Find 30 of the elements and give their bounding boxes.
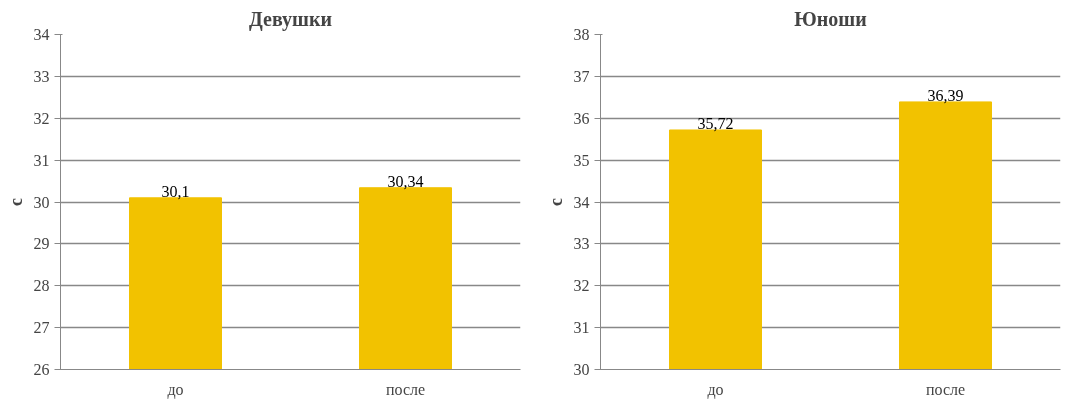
y-tick-label: 32 [573, 277, 590, 295]
data-label: 35,72 [697, 114, 734, 132]
y-tick-label: 31 [573, 319, 590, 337]
x-tick-label: после [385, 380, 426, 398]
y-tick-label: 33 [573, 235, 590, 253]
y-tick-label: 26 [33, 361, 50, 378]
y-tick-label: 34 [33, 26, 50, 43]
data-label: 36,39 [927, 86, 964, 104]
y-tick-label: 33 [33, 67, 50, 85]
chart-title: Юноши [794, 7, 867, 30]
y-tick-label: 35 [573, 151, 590, 169]
y-tick-label: 28 [33, 277, 50, 295]
y-tick-label: 36 [573, 109, 590, 127]
y-tick-label: 32 [33, 109, 50, 127]
x-tick-label: после [925, 380, 966, 398]
chart-title: Девушки [249, 7, 332, 31]
y-tick-label: 38 [573, 26, 590, 43]
y-tick-label: 27 [33, 319, 50, 337]
x-tick-label: до [707, 380, 724, 399]
y-axis-title: с [5, 197, 26, 206]
data-label: 30,34 [387, 172, 424, 190]
y-tick-label: 30 [33, 193, 50, 211]
y-tick-label: 34 [573, 193, 590, 211]
y-tick-label: 37 [573, 67, 590, 85]
y-axis-title: с [545, 197, 566, 206]
data-label: 30,1 [161, 182, 190, 200]
y-tick-label: 30 [573, 361, 590, 378]
y-tick-label: 29 [33, 235, 50, 253]
x-tick-label: до [167, 380, 184, 399]
y-tick-label: 31 [33, 151, 50, 169]
